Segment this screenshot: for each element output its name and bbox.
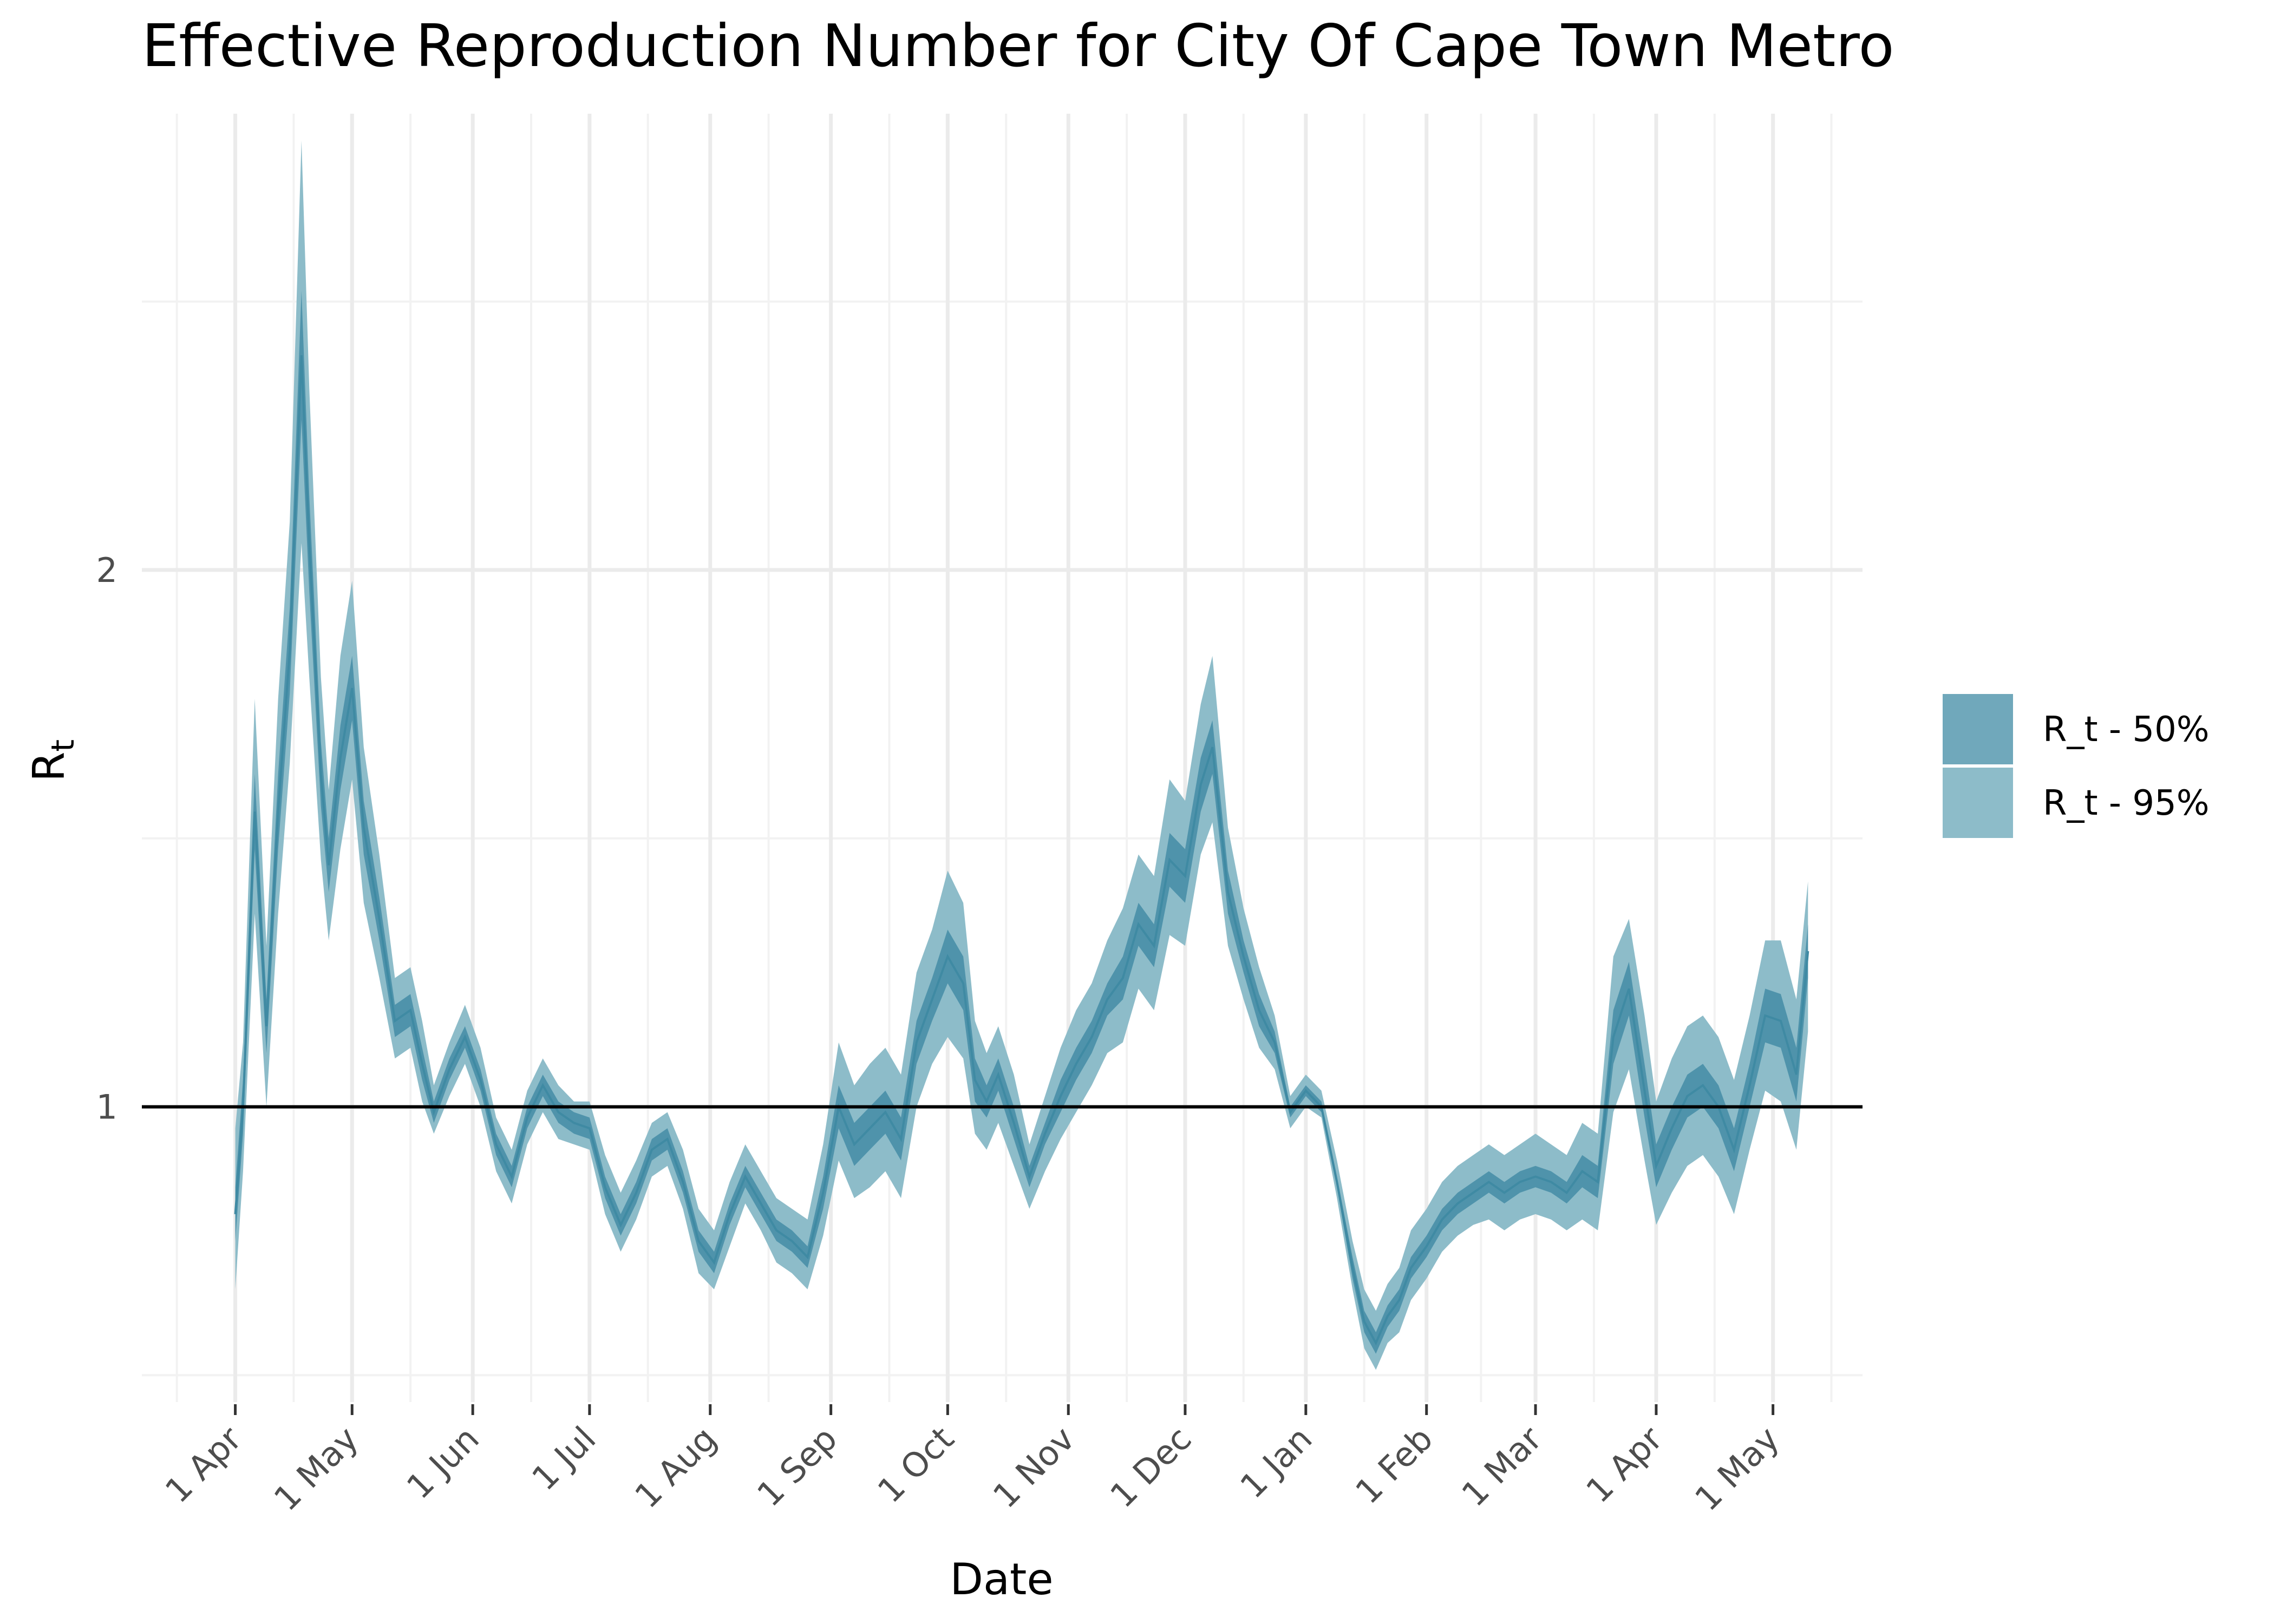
y-axis-title-main: R: [24, 752, 74, 782]
y-tick-label: 1: [96, 1088, 117, 1127]
x-tick-label: 1 May: [266, 1419, 366, 1518]
x-tick-label: 1 Apr: [158, 1419, 250, 1511]
x-tick-label: 1 Mar: [1454, 1419, 1550, 1515]
y-axis-ticks: 12: [96, 551, 117, 1127]
x-tick-label: 1 Oct: [870, 1419, 962, 1510]
x-axis-ticks: 1 Apr 1 May 1 Jun 1 Jul 1 Aug 1 Sep 1 Oct 1 Nov…: [158, 1404, 1787, 1518]
x-axis-title: Date: [950, 1554, 1053, 1605]
legend-label: R_t - 50%: [2043, 710, 2210, 750]
band-50-area: [235, 291, 1808, 1354]
grid: [142, 114, 1863, 1402]
band-95: [235, 140, 1808, 1370]
x-tick-label: 1 Sep: [749, 1419, 845, 1514]
y-tick-label: 2: [96, 551, 117, 590]
y-axis-title: Rt: [24, 739, 81, 782]
band-95-area: [235, 140, 1808, 1370]
x-tick-label: 1 Nov: [985, 1419, 1082, 1516]
median-line: [234, 355, 1809, 1346]
legend: R_t - 50% R_t - 95%: [1943, 694, 2210, 838]
legend-label: R_t - 95%: [2043, 783, 2210, 823]
x-tick-label: 1 Jan: [1232, 1419, 1319, 1506]
x-tick-label: 1 Aug: [627, 1419, 724, 1516]
legend-key: [1943, 694, 2013, 764]
y-axis-title-subscript: t: [44, 739, 81, 752]
x-tick-label: 1 Apr: [1578, 1419, 1670, 1511]
chart-title: Effective Reproduction Number for City O…: [142, 12, 1894, 80]
x-tick-label: 1 Jul: [524, 1419, 603, 1498]
x-tick-label: 1 May: [1687, 1419, 1787, 1518]
x-tick-label: 1 Dec: [1102, 1419, 1199, 1515]
x-tick-label: 1 Jun: [399, 1419, 487, 1507]
x-tick-label: 1 Feb: [1348, 1419, 1440, 1511]
band-50: [234, 291, 1809, 1354]
legend-key: [1943, 768, 2013, 838]
